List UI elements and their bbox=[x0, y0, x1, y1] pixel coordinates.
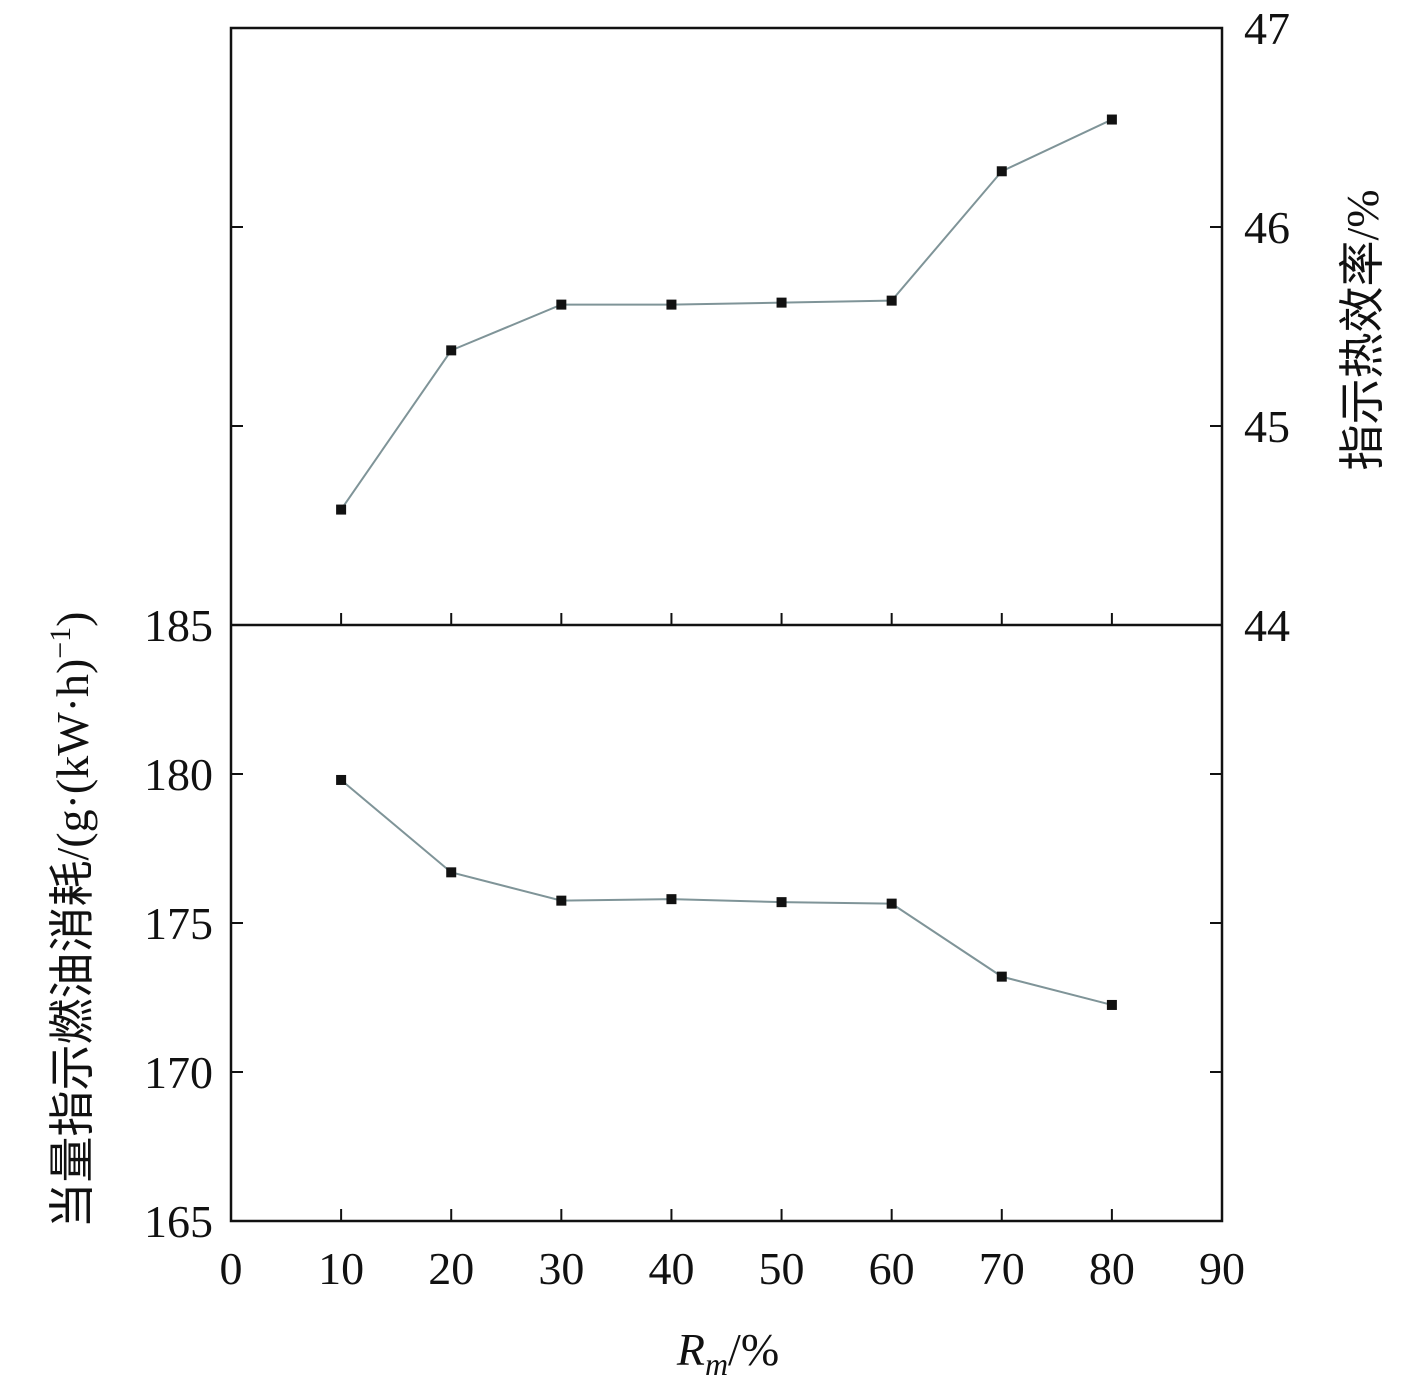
series-markers bbox=[336, 114, 1117, 1010]
data-point-right bbox=[666, 299, 677, 310]
left-y-tick-label: 170 bbox=[144, 1047, 213, 1098]
data-point-right bbox=[776, 297, 787, 308]
x-tick-label: 90 bbox=[1199, 1243, 1245, 1294]
left-y-tick-label: 165 bbox=[144, 1196, 213, 1247]
x-tick-label: 0 bbox=[220, 1243, 243, 1294]
data-point-right bbox=[886, 295, 897, 306]
tick-labels: 0 10 20 30 40 50 60 70 80 90 44 45 46 47 165 170 175 180 1… bbox=[144, 3, 1290, 1294]
x-tick-label: 70 bbox=[979, 1243, 1025, 1294]
x-tick-label: 10 bbox=[318, 1243, 364, 1294]
x-tick-label: 50 bbox=[759, 1243, 805, 1294]
data-point-left bbox=[666, 894, 677, 905]
series-line-right bbox=[340, 118, 1113, 511]
data-point-right bbox=[556, 299, 567, 310]
data-point-left bbox=[886, 898, 897, 909]
data-point-right bbox=[996, 166, 1007, 177]
right-y-tick-label: 46 bbox=[1244, 202, 1290, 253]
right-y-tick-label: 47 bbox=[1244, 3, 1290, 54]
left-y-axis-title: 当量指示燃油消耗/(g·(kW·h)−1) bbox=[44, 611, 98, 1228]
data-point-right bbox=[1106, 114, 1117, 125]
x-tick-label: 60 bbox=[869, 1243, 915, 1294]
left-y-tick-label: 185 bbox=[144, 600, 213, 651]
x-axis-title: Rm/% bbox=[676, 1324, 779, 1382]
x-tick-label: 40 bbox=[648, 1243, 694, 1294]
data-point-left bbox=[996, 971, 1007, 982]
data-point-left bbox=[336, 774, 347, 785]
data-point-right bbox=[446, 345, 457, 356]
plot-frame bbox=[229, 26, 1224, 1223]
data-point-left bbox=[776, 897, 787, 908]
axis-ticks bbox=[231, 226, 1222, 1221]
data-point-left bbox=[556, 895, 567, 906]
left-y-tick-label: 180 bbox=[144, 749, 213, 800]
series-line-left bbox=[340, 779, 1113, 1006]
right-y-tick-label: 45 bbox=[1244, 401, 1290, 452]
x-tick-label: 20 bbox=[428, 1243, 474, 1294]
x-tick-label: 80 bbox=[1089, 1243, 1135, 1294]
x-tick-label: 30 bbox=[538, 1243, 584, 1294]
right-y-axis-title: 指示热效率/% bbox=[1337, 189, 1388, 470]
series-lines bbox=[340, 118, 1113, 1006]
left-y-tick-label: 175 bbox=[144, 898, 213, 949]
data-point-right bbox=[336, 504, 347, 515]
data-point-left bbox=[1106, 999, 1117, 1010]
right-y-tick-label: 44 bbox=[1244, 600, 1290, 651]
data-point-left bbox=[446, 867, 457, 878]
